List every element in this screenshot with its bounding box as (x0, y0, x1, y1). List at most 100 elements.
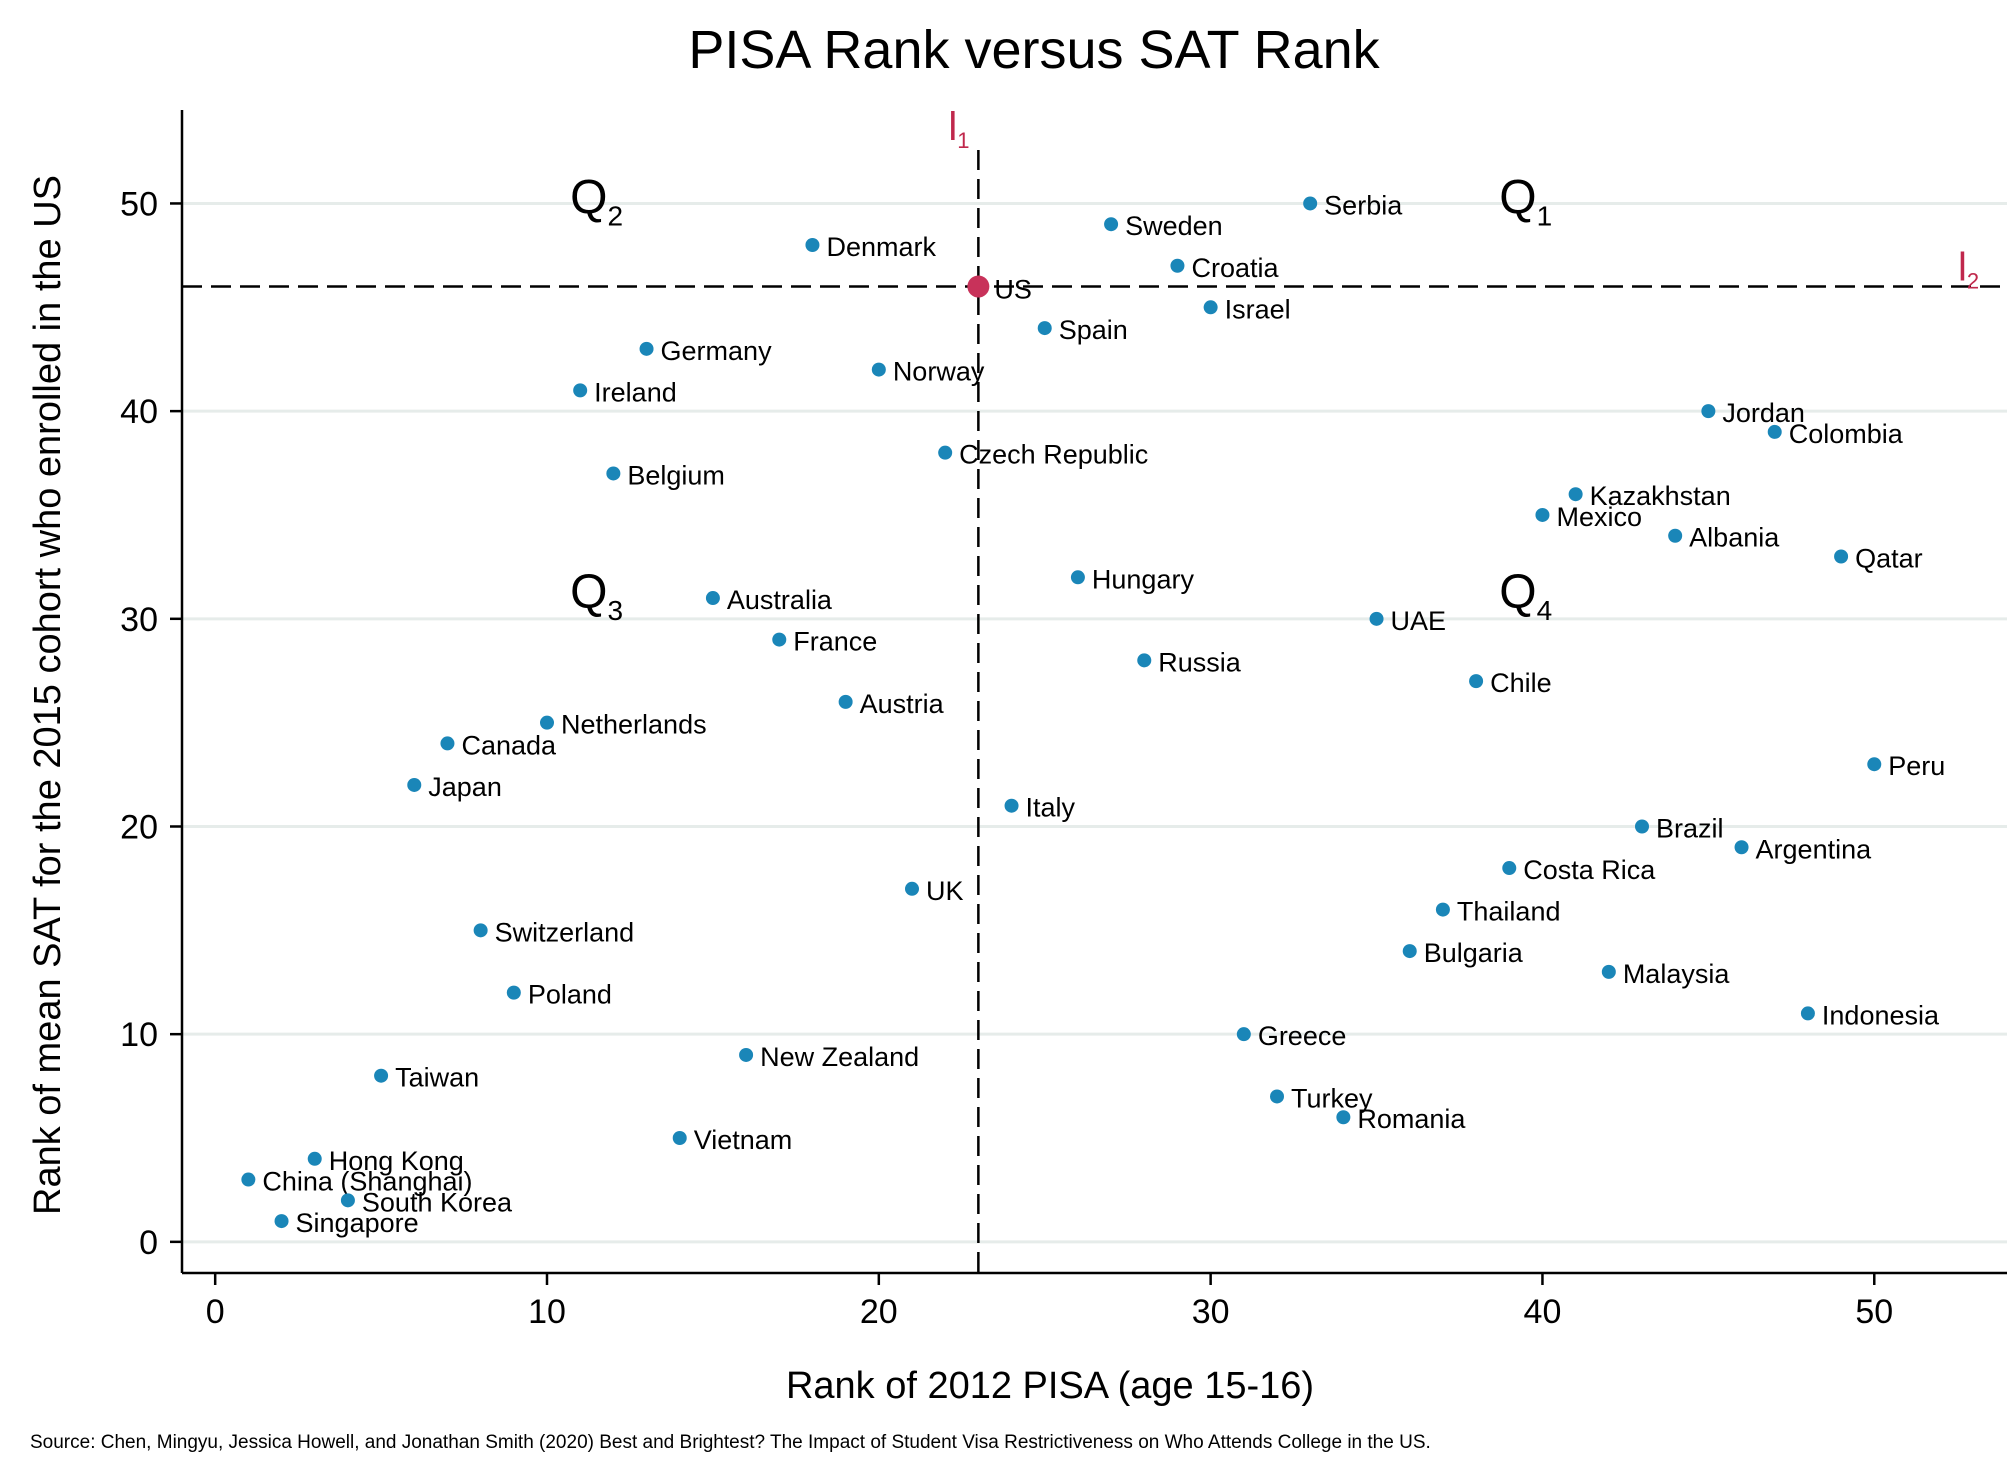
point-label-norway: Norway (893, 357, 985, 387)
point-denmark (805, 237, 820, 252)
point-label-turkey: Turkey (1291, 1083, 1373, 1113)
x-tick-label-10: 10 (528, 1293, 566, 1331)
point-label-bulgaria: Bulgaria (1424, 938, 1524, 968)
point-thailand (1435, 902, 1450, 917)
point-uae (1369, 611, 1384, 626)
point-label-germany: Germany (661, 336, 773, 366)
x-tick-label-50: 50 (1855, 1293, 1893, 1331)
point-peru (1867, 757, 1882, 772)
point-costa-rica (1502, 861, 1517, 876)
point-france (772, 632, 787, 647)
point-label-france: France (793, 627, 877, 657)
point-sweden (1104, 217, 1119, 232)
point-poland (506, 985, 521, 1000)
point-qatar (1834, 549, 1849, 564)
vertical-line-tag: l1 (948, 105, 969, 153)
x-axis-label: Rank of 2012 PISA (age 15-16) (786, 1365, 1314, 1407)
quadrant-label-4: Q4 (1499, 566, 1552, 626)
point-romania (1336, 1110, 1351, 1125)
point-label-sweden: Sweden (1125, 211, 1223, 241)
point-albania (1668, 528, 1683, 543)
point-austria (838, 694, 853, 709)
point-belgium (606, 466, 621, 481)
point-colombia (1767, 424, 1782, 439)
point-germany (639, 341, 654, 356)
point-south-korea (340, 1193, 355, 1208)
point-label-new-zealand: New Zealand (760, 1042, 919, 1072)
point-canada (440, 736, 455, 751)
point-israel (1203, 300, 1218, 315)
quadrant-label-2: Q2 (570, 171, 623, 231)
point-hong-kong (307, 1151, 322, 1166)
point-kazakhstan (1568, 487, 1583, 502)
y-tick-label-20: 20 (120, 808, 158, 846)
point-label-vietnam: Vietnam (694, 1125, 793, 1155)
point-label-denmark: Denmark (826, 232, 936, 262)
point-label-kazakhstan: Kazakhstan (1590, 481, 1731, 511)
point-label-hong-kong: Hong Kong (329, 1146, 464, 1176)
quadrant-label-3: Q3 (570, 566, 623, 626)
point-label-greece: Greece (1258, 1021, 1347, 1051)
point-serbia (1303, 196, 1318, 211)
point-greece (1236, 1027, 1251, 1042)
chart-title: PISA Rank versus SAT Rank (688, 20, 1380, 80)
point-label-indonesia: Indonesia (1822, 1000, 1940, 1030)
point-croatia (1170, 258, 1185, 273)
x-tick-label-0: 0 (206, 1293, 225, 1331)
point-label-croatia: Croatia (1191, 253, 1279, 283)
point-singapore (274, 1214, 289, 1229)
point-turkey (1270, 1089, 1284, 1104)
point-label-russia: Russia (1158, 647, 1242, 677)
point-label-uk: UK (926, 876, 964, 906)
point-label-israel: Israel (1225, 294, 1291, 324)
point-brazil (1635, 819, 1649, 834)
point-label-serbia: Serbia (1324, 190, 1403, 220)
point-label-netherlands: Netherlands (561, 710, 707, 740)
point-label-colombia: Colombia (1789, 419, 1904, 449)
point-label-czech-republic: Czech Republic (959, 440, 1148, 470)
x-tick-label-40: 40 (1524, 1293, 1562, 1331)
point-indonesia (1800, 1006, 1815, 1021)
point-norway (871, 362, 886, 377)
point-label-switzerland: Switzerland (495, 917, 635, 947)
point-jordan (1701, 404, 1716, 419)
data-points: Serbia Sweden Denmark Croatia Israel Spain Ger… (241, 190, 1945, 1238)
point-label-china-shanghai: China (Shanghai) (262, 1167, 472, 1197)
point-vietnam (672, 1131, 687, 1146)
point-label-australia: Australia (727, 585, 833, 615)
point-taiwan (374, 1068, 389, 1083)
point-label-japan: Japan (428, 772, 502, 802)
point-label-belgium: Belgium (627, 460, 725, 490)
point-label-argentina: Argentina (1756, 834, 1873, 864)
point-label-hungary: Hungary (1092, 564, 1195, 594)
point-uk (905, 881, 919, 896)
point-russia (1137, 653, 1152, 668)
point-label-poland: Poland (528, 980, 612, 1010)
point-new-zealand (739, 1047, 754, 1062)
source-note: Source: Chen, Mingyu, Jessica Howell, an… (30, 1432, 1431, 1453)
point-label-ireland: Ireland (594, 377, 677, 407)
point-chile (1469, 674, 1484, 689)
point-label-uae: UAE (1391, 606, 1447, 636)
quadrant-label-1: Q1 (1499, 171, 1552, 231)
point-label-peru: Peru (1888, 751, 1945, 781)
point-japan (407, 777, 422, 792)
y-tick-label-10: 10 (120, 1016, 158, 1054)
x-tick-label-30: 30 (1192, 1293, 1230, 1331)
reference-lines: l1 l2 (182, 105, 2007, 1273)
point-ireland (573, 383, 588, 398)
point-spain (1037, 321, 1052, 336)
point-label-canada: Canada (461, 730, 557, 760)
point-czech-republic (938, 445, 953, 460)
point-label-italy: Italy (1026, 793, 1076, 823)
x-tick-label-20: 20 (860, 1293, 898, 1331)
point-italy (1004, 798, 1019, 813)
point-us-highlight (967, 275, 990, 298)
point-label-us: US (994, 275, 1032, 305)
y-tick-label-40: 40 (120, 393, 158, 431)
point-label-brazil: Brazil (1656, 813, 1724, 843)
point-china-shanghai (241, 1172, 256, 1187)
point-label-romania: Romania (1357, 1104, 1466, 1134)
point-australia (705, 591, 720, 606)
